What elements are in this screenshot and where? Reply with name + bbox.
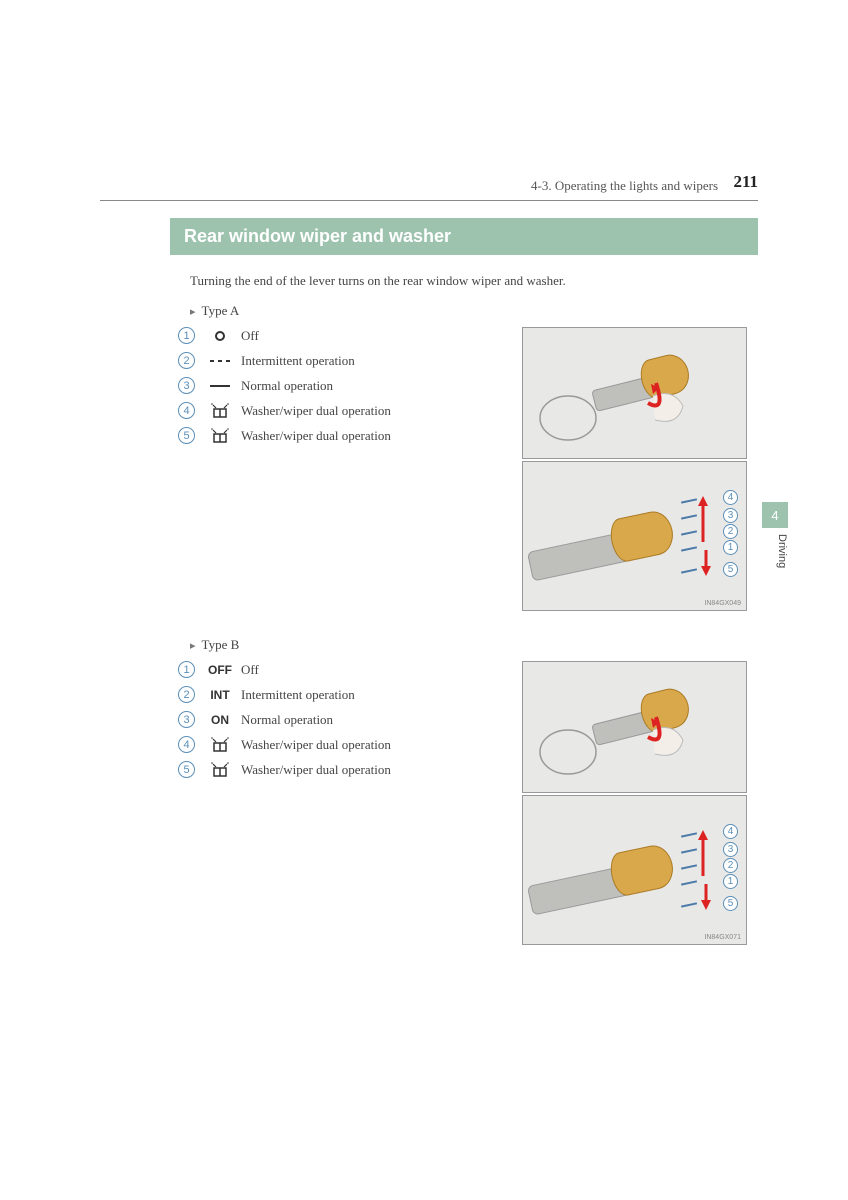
- item-description: Off: [241, 328, 259, 344]
- item-number-badge: 5: [178, 761, 195, 778]
- figure-ref: IN84GX049: [704, 600, 741, 607]
- callout-4: 4: [723, 824, 738, 839]
- list-item: 4 Washer/wiper dual operation: [178, 736, 508, 753]
- item-description: Normal operation: [241, 378, 333, 394]
- item-number-badge: 1: [178, 661, 195, 678]
- type-b-list: 1 OFF Off 2 INT Intermittent operation 3 ON Norm…: [178, 661, 508, 786]
- figure-type-b-dashboard: [522, 661, 747, 793]
- type-a-label: Type A: [190, 303, 758, 319]
- type-b-images: 4 3 2 1 5 IN84GX071: [522, 661, 747, 945]
- callout-3: 3: [723, 842, 738, 857]
- callout-1: 1: [723, 540, 738, 555]
- item-number-badge: 3: [178, 377, 195, 394]
- symbol-text: INT: [205, 688, 235, 702]
- item-number-badge: 4: [178, 736, 195, 753]
- list-item: 3 ON Normal operation: [178, 711, 508, 728]
- intro-text: Turning the end of the lever turns on th…: [190, 273, 758, 289]
- item-description: Intermittent operation: [241, 687, 355, 703]
- list-item: 4 Washer/wiper dual operation: [178, 402, 508, 419]
- callout-5: 5: [723, 896, 738, 911]
- header-divider: [100, 200, 758, 201]
- callout-2: 2: [723, 858, 738, 873]
- figure-type-b-lever: 4 3 2 1 5 IN84GX071: [522, 795, 747, 945]
- section-title: Rear window wiper and washer: [170, 218, 758, 255]
- item-description: Washer/wiper dual operation: [241, 762, 391, 778]
- item-description: Off: [241, 662, 259, 678]
- circle-icon: [205, 329, 235, 343]
- list-item: 1 OFF Off: [178, 661, 508, 678]
- symbol-text: OFF: [205, 663, 235, 677]
- list-item: 2 Intermittent operation: [178, 352, 508, 369]
- washer-icon: [205, 403, 235, 419]
- symbol-text: ON: [205, 713, 235, 727]
- type-a-images: 4 3 2 1 5 IN84GX049: [522, 327, 747, 611]
- item-description: Intermittent operation: [241, 353, 355, 369]
- item-number-badge: 3: [178, 711, 195, 728]
- item-number-badge: 4: [178, 402, 195, 419]
- callout-3: 3: [723, 508, 738, 523]
- line-icon: [205, 382, 235, 390]
- type-a-row: 1 Off 2 Intermittent operation 3 Normal opera…: [178, 327, 758, 611]
- list-item: 2 INT Intermittent operation: [178, 686, 508, 703]
- figure-type-a-dashboard: [522, 327, 747, 459]
- callout-4: 4: [723, 490, 738, 505]
- chapter-side-label: Driving: [776, 534, 788, 568]
- callout-5: 5: [723, 562, 738, 577]
- item-number-badge: 2: [178, 352, 195, 369]
- manual-page: 4-3. Operating the lights and wipers 211…: [0, 0, 848, 1005]
- list-item: 1 Off: [178, 327, 508, 344]
- item-description: Washer/wiper dual operation: [241, 428, 391, 444]
- item-description: Washer/wiper dual operation: [241, 737, 391, 753]
- callout-2: 2: [723, 524, 738, 539]
- washer-icon: [205, 737, 235, 753]
- page-number: 211: [733, 172, 758, 192]
- item-description: Normal operation: [241, 712, 333, 728]
- item-number-badge: 5: [178, 427, 195, 444]
- dashes-icon: [205, 357, 235, 365]
- item-number-badge: 1: [178, 327, 195, 344]
- type-b-label: Type B: [190, 637, 758, 653]
- list-item: 5 Washer/wiper dual operation: [178, 761, 508, 778]
- type-a-list: 1 Off 2 Intermittent operation 3 Normal opera…: [178, 327, 508, 452]
- type-b-row: 1 OFF Off 2 INT Intermittent operation 3 ON Norm…: [178, 661, 758, 945]
- figure-ref: IN84GX071: [704, 934, 741, 941]
- washer-icon: [205, 762, 235, 778]
- callout-1: 1: [723, 874, 738, 889]
- list-item: 3 Normal operation: [178, 377, 508, 394]
- washer-icon: [205, 428, 235, 444]
- figure-type-a-lever: 4 3 2 1 5 IN84GX049: [522, 461, 747, 611]
- item-number-badge: 2: [178, 686, 195, 703]
- item-description: Washer/wiper dual operation: [241, 403, 391, 419]
- chapter-tab: 4: [762, 502, 788, 528]
- list-item: 5 Washer/wiper dual operation: [178, 427, 508, 444]
- section-breadcrumb: 4-3. Operating the lights and wipers: [531, 178, 718, 194]
